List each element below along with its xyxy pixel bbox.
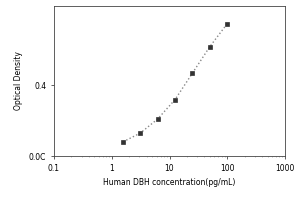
X-axis label: Human DBH concentration(pg/mL): Human DBH concentration(pg/mL) (103, 178, 236, 187)
Y-axis label: Optical Density: Optical Density (14, 52, 23, 110)
